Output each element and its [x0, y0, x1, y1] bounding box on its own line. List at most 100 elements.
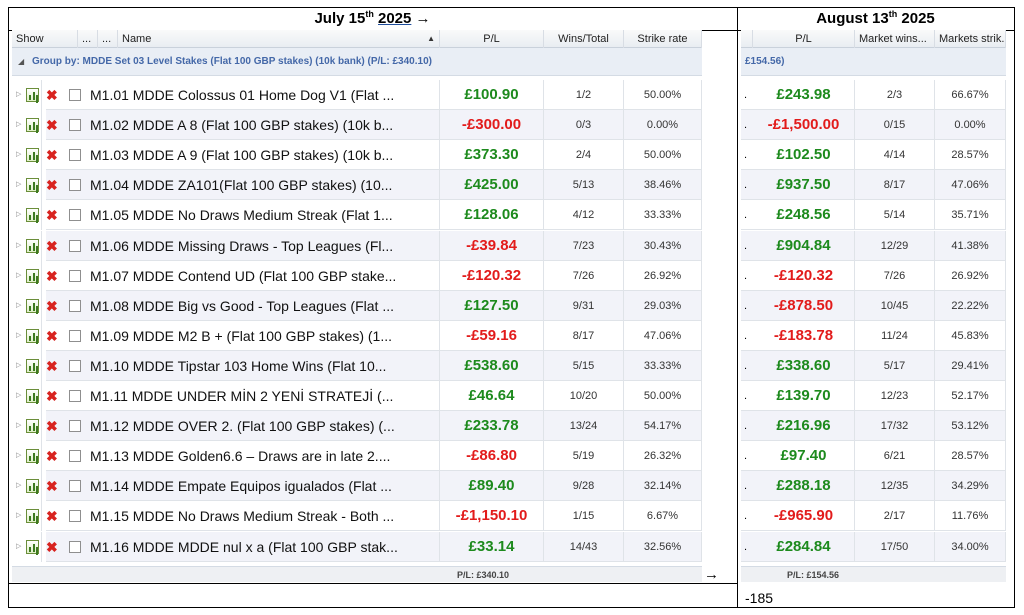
expand-arrow-icon[interactable]: ▷ [16, 542, 22, 550]
table-row[interactable]: . £248.56 5/14 35.71% [741, 200, 1006, 231]
table-row[interactable]: . £288.18 12/35 34.29% [741, 471, 1006, 502]
column-header-dots-2[interactable]: ... [98, 30, 118, 48]
delete-icon[interactable]: ✖ [46, 177, 58, 194]
delete-icon[interactable]: ✖ [46, 237, 58, 254]
expand-arrow-icon[interactable]: ▷ [16, 241, 22, 249]
table-row[interactable]: . £937.50 8/17 47.06% [741, 170, 1006, 201]
expand-arrow-icon[interactable]: ▷ [16, 211, 22, 219]
row-checkbox[interactable] [69, 209, 81, 222]
expand-arrow-icon[interactable]: ▷ [16, 512, 22, 520]
table-row[interactable]: ▷ ✖ M1.14 MDDE Empate Equipos igualados (F… [16, 471, 702, 502]
report-icon[interactable] [26, 358, 39, 373]
table-row[interactable]: . -£1,500.00 0/15 0.00% [741, 110, 1006, 141]
report-icon[interactable] [26, 479, 39, 494]
report-icon[interactable] [26, 298, 39, 313]
table-row[interactable]: . £284.84 17/50 34.00% [741, 531, 1006, 562]
delete-icon[interactable]: ✖ [46, 117, 58, 134]
column-header-dots-1[interactable]: ... [78, 30, 98, 48]
table-row[interactable]: ▷ ✖ M1.10 MDDE Tipstar 103 Home Wins (Flat… [16, 350, 702, 381]
table-row[interactable]: . £97.40 6/21 28.57% [741, 441, 1006, 472]
report-icon[interactable] [26, 509, 39, 524]
table-row[interactable]: ▷ ✖ M1.15 MDDE No Draws Medium Streak - Bo… [16, 501, 702, 532]
right-group-row[interactable]: £154.56) [741, 48, 1006, 76]
table-row[interactable]: . £139.70 12/23 52.17% [741, 381, 1006, 411]
table-row[interactable]: ▷ ✖ M1.01 MDDE Colossus 01 Home Dog V1 (Fl… [16, 80, 702, 110]
delete-icon[interactable]: ✖ [46, 147, 58, 164]
row-checkbox[interactable] [69, 149, 81, 162]
table-row[interactable]: ▷ ✖ M1.02 MDDE A 8 (Flat 100 GBP stakes) (… [16, 110, 702, 141]
delete-icon[interactable]: ✖ [46, 207, 58, 224]
expand-arrow-icon[interactable]: ▷ [16, 331, 22, 339]
row-checkbox[interactable] [69, 450, 81, 463]
expand-arrow-icon[interactable]: ▷ [16, 271, 22, 279]
strategy-name[interactable]: M1.01 MDDE Colossus 01 Home Dog V1 (Flat… [86, 80, 440, 110]
delete-icon[interactable]: ✖ [46, 418, 58, 435]
row-checkbox[interactable] [69, 420, 81, 433]
table-row[interactable]: . -£183.78 11/24 45.83% [741, 320, 1006, 351]
strategy-name[interactable]: M1.13 MDDE Golden6.6 – Draws are in late… [86, 441, 440, 472]
table-row[interactable]: . £102.50 4/14 28.57% [741, 140, 1006, 171]
row-checkbox[interactable] [69, 239, 81, 252]
strategy-name[interactable]: M1.09 MDDE M2 B + (Flat 100 GBP stakes) … [86, 320, 440, 351]
delete-icon[interactable]: ✖ [46, 448, 58, 465]
delete-icon[interactable]: ✖ [46, 388, 58, 404]
delete-icon[interactable]: ✖ [46, 538, 58, 555]
table-row[interactable]: ▷ ✖ M1.12 MDDE OVER 2. (Flat 100 GBP stake… [16, 411, 702, 442]
row-checkbox[interactable] [69, 329, 81, 342]
expand-arrow-icon[interactable]: ▷ [16, 121, 22, 129]
column-header-strike-rate[interactable]: Strike rate [624, 30, 702, 48]
column-header-pl[interactable]: P/L [440, 30, 544, 48]
table-row[interactable]: ▷ ✖ M1.11 MDDE UNDER MİN 2 YENİ STRATEJİ (… [16, 381, 702, 411]
table-row[interactable]: . -£120.32 7/26 26.92% [741, 260, 1006, 291]
expand-arrow-icon[interactable]: ▷ [16, 361, 22, 369]
collapse-triangle-icon[interactable]: ◢ [18, 57, 25, 66]
row-checkbox[interactable] [69, 269, 81, 282]
row-checkbox[interactable] [69, 299, 81, 312]
delete-icon[interactable]: ✖ [46, 508, 58, 525]
column-header-markets-strike[interactable]: Markets strik... [935, 30, 1006, 48]
table-row[interactable]: . -£878.50 10/45 22.22% [741, 290, 1006, 321]
report-icon[interactable] [26, 178, 39, 193]
delete-icon[interactable]: ✖ [46, 87, 58, 103]
table-row[interactable]: ▷ ✖ M1.07 MDDE Contend UD (Flat 100 GBP st… [16, 260, 702, 291]
strategy-name[interactable]: M1.06 MDDE Missing Draws - Top Leagues (… [86, 230, 440, 261]
strategy-name[interactable]: M1.10 MDDE Tipstar 103 Home Wins (Flat 1… [86, 350, 440, 381]
strategy-name[interactable]: M1.07 MDDE Contend UD (Flat 100 GBP stak… [86, 260, 440, 291]
delete-icon[interactable]: ✖ [46, 267, 58, 284]
table-row[interactable]: . £243.98 2/3 66.67% [741, 80, 1006, 110]
table-row[interactable]: . -£965.90 2/17 11.76% [741, 501, 1006, 532]
row-checkbox[interactable] [69, 510, 81, 523]
column-header-pl-right[interactable]: P/L [753, 30, 855, 48]
delete-icon[interactable]: ✖ [46, 327, 58, 344]
column-header-market-wins[interactable]: Market wins... [855, 30, 935, 48]
delete-icon[interactable]: ✖ [46, 357, 58, 374]
row-checkbox[interactable] [69, 179, 81, 192]
table-row[interactable]: ▷ ✖ M1.05 MDDE No Draws Medium Streak (Fla… [16, 200, 702, 231]
expand-arrow-icon[interactable]: ▷ [16, 181, 22, 189]
table-row[interactable]: ▷ ✖ M1.03 MDDE A 9 (Flat 100 GBP stakes) (… [16, 140, 702, 171]
row-checkbox[interactable] [69, 540, 81, 553]
expand-arrow-icon[interactable]: ▷ [16, 452, 22, 460]
report-icon[interactable] [26, 238, 39, 253]
expand-arrow-icon[interactable]: ▷ [16, 151, 22, 159]
sort-ascending-icon[interactable]: ▲ [427, 34, 435, 43]
strategy-name[interactable]: M1.05 MDDE No Draws Medium Streak (Flat … [86, 200, 440, 231]
strategy-name[interactable]: M1.02 MDDE A 8 (Flat 100 GBP stakes) (10… [86, 110, 440, 141]
column-header-wins-total[interactable]: Wins/Total [544, 30, 624, 48]
column-header-name[interactable]: Name ▲ [118, 30, 440, 48]
table-row[interactable]: . £338.60 5/17 29.41% [741, 350, 1006, 381]
column-header-show[interactable]: Show [12, 30, 78, 48]
report-icon[interactable] [26, 389, 39, 403]
row-checkbox[interactable] [69, 89, 81, 101]
report-icon[interactable] [26, 539, 39, 554]
expand-arrow-icon[interactable]: ▷ [16, 301, 22, 309]
expand-arrow-icon[interactable]: ▷ [16, 422, 22, 430]
strategy-name[interactable]: M1.08 MDDE Big vs Good - Top Leagues (Fl… [86, 290, 440, 321]
strategy-name[interactable]: M1.11 MDDE UNDER MİN 2 YENİ STRATEJİ (..… [86, 381, 440, 411]
table-row[interactable]: ▷ ✖ M1.08 MDDE Big vs Good - Top Leagues (… [16, 290, 702, 321]
delete-icon[interactable]: ✖ [46, 478, 58, 495]
strategy-name[interactable]: M1.12 MDDE OVER 2. (Flat 100 GBP stakes)… [86, 411, 440, 442]
report-icon[interactable] [26, 88, 39, 102]
report-icon[interactable] [26, 449, 39, 464]
row-checkbox[interactable] [69, 359, 81, 372]
